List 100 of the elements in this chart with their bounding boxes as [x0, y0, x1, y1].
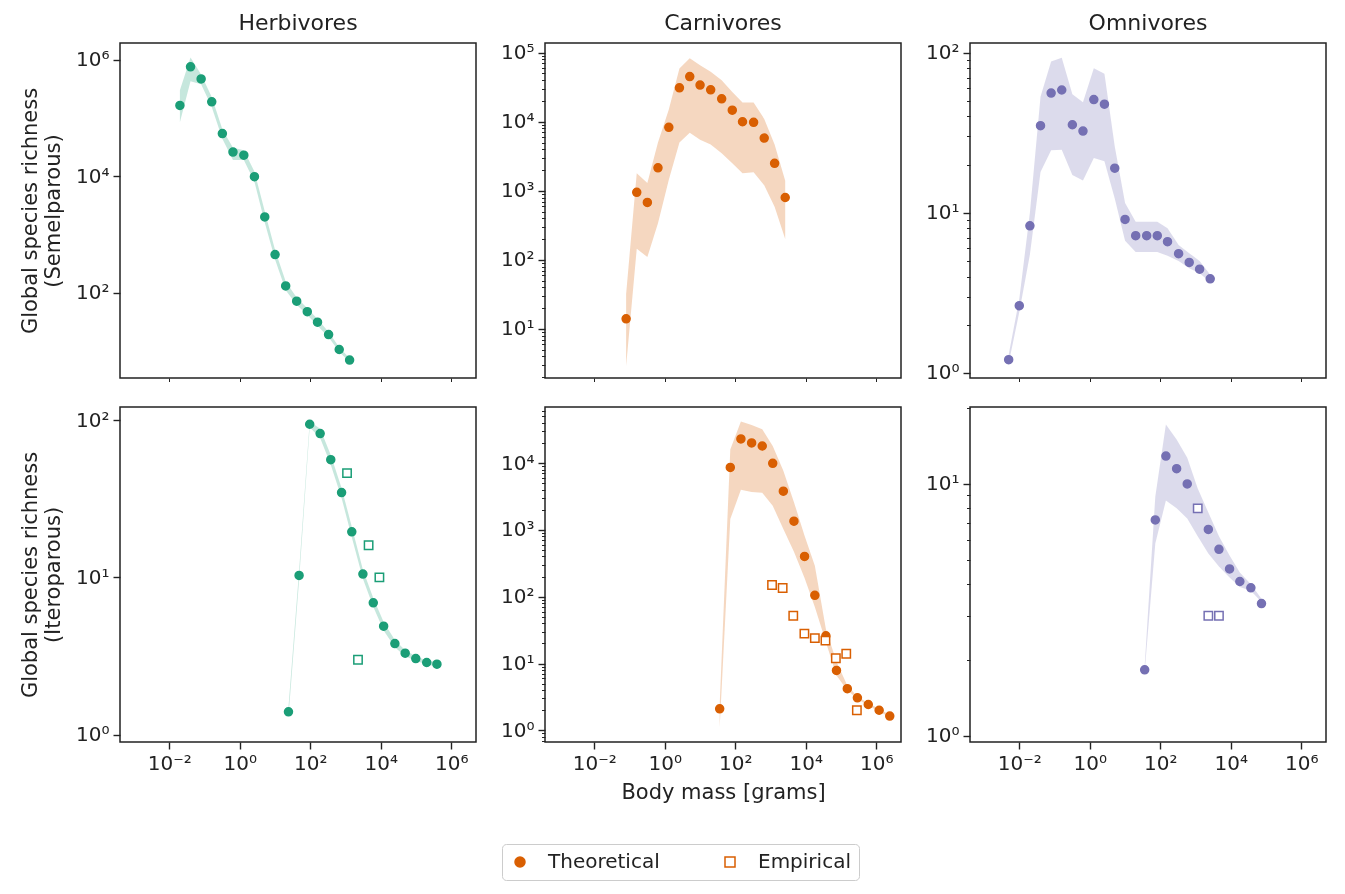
point: [725, 462, 736, 473]
point: [1214, 544, 1224, 555]
point: [334, 344, 344, 355]
point: [1089, 94, 1099, 105]
point: [1150, 515, 1161, 525]
point: [810, 590, 820, 601]
point: [1203, 524, 1214, 535]
point: [196, 74, 206, 84]
x-axis-title: Body mass [grams]: [621, 779, 826, 804]
point: [270, 249, 280, 260]
point: [674, 83, 685, 93]
y-tick-label: 10¹: [76, 564, 110, 589]
y-tick-label: 10⁴: [501, 109, 535, 134]
point: [789, 516, 799, 526]
point: [863, 699, 874, 710]
point: [185, 62, 196, 72]
point: [1235, 576, 1245, 587]
point: [746, 438, 757, 448]
point: [239, 150, 249, 160]
y-tick-label: 10²: [501, 247, 535, 272]
y-tick-label: 10²: [926, 40, 960, 65]
point: [344, 355, 355, 365]
point: [1035, 120, 1046, 131]
point: [358, 569, 368, 579]
y-tick-label: 10⁰: [926, 360, 960, 385]
y-tick-label: 10¹: [501, 316, 535, 341]
chart-title: Omnivores: [1088, 9, 1208, 35]
point: [291, 296, 302, 306]
point: [874, 705, 884, 715]
x-tick-label: 10⁻²: [997, 750, 1042, 775]
point: [736, 434, 746, 444]
point: [1173, 248, 1184, 259]
point: [283, 707, 294, 717]
point: [716, 94, 727, 104]
x-tick-label: 10⁶: [435, 750, 469, 775]
x-tick-label: 10⁶: [1285, 750, 1319, 775]
y-tick-label: 10³: [501, 517, 535, 542]
point: [302, 306, 313, 317]
y-tick-label: 10⁴: [76, 163, 110, 188]
point: [664, 122, 674, 133]
point: [759, 133, 769, 143]
y-tick-label: 10⁴: [501, 450, 535, 475]
y-tick-label: 10¹: [926, 471, 960, 496]
x-tick-label: 10⁻²: [147, 750, 192, 775]
point: [294, 570, 304, 581]
point: [260, 212, 270, 222]
point: [280, 281, 291, 291]
y-axis-title: Global species richness (Iteroparous): [18, 451, 66, 699]
x-tick-label: 10⁴: [364, 750, 399, 775]
point: [1182, 479, 1192, 489]
point: [748, 117, 759, 128]
point: [326, 454, 336, 465]
x-tick-label: 10²: [719, 750, 753, 775]
y-tick-label: 10²: [501, 584, 535, 609]
point: [1078, 126, 1088, 136]
point: [1056, 85, 1067, 95]
point: [378, 621, 389, 631]
y-tick-label: 10⁰: [76, 722, 110, 747]
point: [228, 147, 238, 157]
point: [1067, 119, 1078, 130]
y-tick-label: 10¹: [926, 200, 960, 225]
point: [685, 71, 695, 82]
point: [323, 329, 334, 340]
x-tick-label: 10⁰: [1073, 750, 1108, 775]
x-tick-label: 10²: [294, 750, 328, 775]
point: [249, 171, 260, 182]
point: [390, 638, 400, 649]
point: [304, 419, 315, 429]
point: [737, 116, 748, 127]
point: [1046, 88, 1056, 98]
point: [175, 100, 185, 111]
x-tick-label: 10⁴: [789, 750, 824, 775]
point: [1110, 163, 1120, 173]
point: [1162, 236, 1173, 247]
point: [217, 128, 228, 139]
point: [1130, 230, 1141, 241]
point: [727, 105, 738, 115]
chart-title: Herbivores: [238, 10, 358, 35]
point: [312, 317, 323, 327]
point: [799, 551, 810, 562]
y-tick-label: 10⁵: [501, 40, 535, 65]
point: [842, 683, 853, 694]
x-tick-label: 10⁻²: [572, 750, 617, 775]
y-tick-label: 10²: [76, 280, 110, 305]
point: [1184, 257, 1194, 268]
chart-title: Carnivores: [664, 9, 782, 35]
y-tick-label: 10⁰: [501, 717, 535, 742]
point: [400, 648, 410, 658]
x-tick-label: 10²: [1144, 750, 1178, 775]
x-tick-label: 10⁶: [860, 750, 894, 775]
point: [885, 711, 895, 721]
point: [336, 487, 347, 498]
point: [757, 441, 767, 451]
point: [411, 653, 421, 664]
point: [767, 458, 778, 469]
point: [631, 187, 642, 198]
point: [1256, 598, 1267, 609]
y-tick-label: 10²: [76, 407, 110, 432]
point: [831, 665, 842, 676]
point: [705, 85, 716, 95]
